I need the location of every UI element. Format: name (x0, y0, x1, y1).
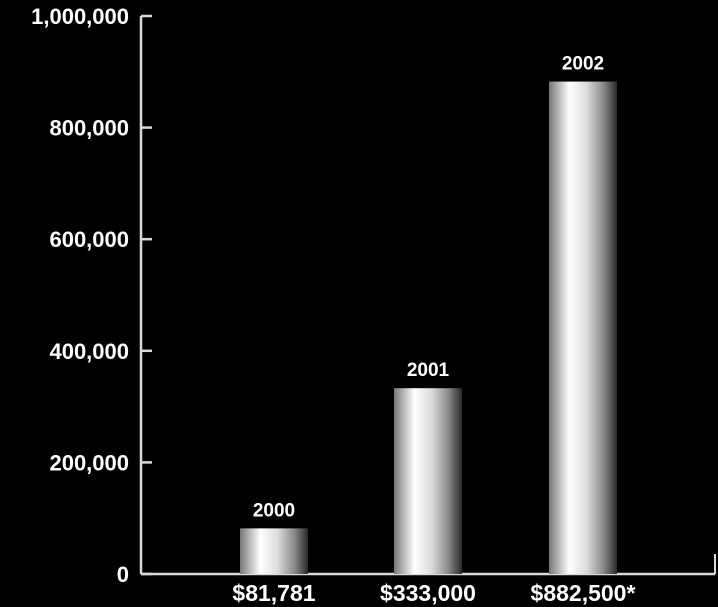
bar-2002 (549, 82, 617, 574)
x-category-label: $81,781 (232, 580, 315, 606)
y-tick-label: 600,000 (49, 227, 129, 252)
bar-2001 (394, 388, 462, 574)
bar-year-label: 2000 (253, 500, 295, 521)
y-tick-label: 800,000 (49, 116, 129, 141)
bars (240, 82, 617, 574)
y-tick-label: 200,000 (49, 450, 129, 475)
y-tick-label: 400,000 (49, 339, 129, 364)
y-tick-label: 1,000,000 (31, 4, 129, 29)
y-axis-ticks: 0 200,000 400,000 600,000 800,000 1,000,000 (31, 4, 152, 587)
x-category-label: $882,500* (531, 580, 636, 606)
bar-year-label: 2001 (407, 360, 450, 381)
bar-year-label: 2002 (562, 54, 604, 75)
bar-2000 (240, 528, 308, 574)
y-tick-label: 0 (117, 562, 129, 587)
x-category-label: $333,000 (380, 580, 476, 606)
